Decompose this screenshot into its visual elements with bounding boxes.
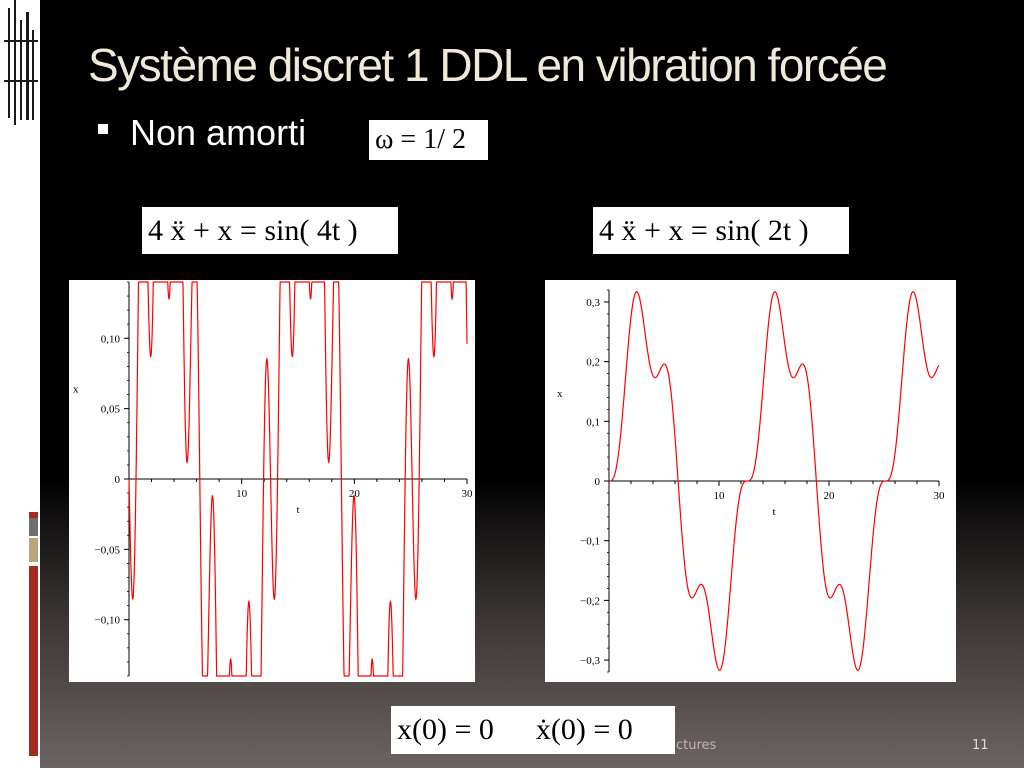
y-tick-label: −0,3: [580, 655, 600, 667]
y-tick-label: −0,05: [95, 544, 121, 556]
y-tick-label: −0,10: [95, 615, 121, 627]
initial-x: x(0) = 0: [397, 713, 494, 746]
x-tick-label: 10: [714, 490, 726, 502]
y-tick-label: 0,3: [586, 297, 600, 309]
omega-formula: ω = 1/ 2: [369, 120, 488, 160]
deco-bar-red: [29, 566, 38, 756]
bullet-square-icon: [98, 124, 108, 135]
x-tick-label: 30: [934, 490, 946, 502]
bullet-text: Non amorti: [130, 112, 307, 153]
y-tick-label: 0: [115, 474, 121, 486]
x-tick-label: 10: [236, 488, 248, 500]
initial-conditions: x(0) = 0 ẋ(0) = 0: [391, 706, 675, 754]
deco-bar-tan: [29, 538, 38, 562]
y-tick-label: 0: [595, 476, 601, 488]
y-tick-label: 0,10: [101, 333, 121, 345]
y-axis-label: x: [73, 383, 79, 395]
response-curve: [609, 291, 940, 671]
y-tick-label: 0,1: [586, 416, 600, 428]
deco-bar-gray: [29, 518, 38, 536]
y-axis-label: x: [557, 388, 563, 400]
plot-right-svg: −0,3 −0,2 −0,1 0 0,1 0,2 0,3 10 20 30 t x: [557, 289, 946, 673]
slide-title: Système discret 1 DDL en vibration forcé…: [88, 39, 888, 91]
plot-right: −0,3 −0,2 −0,1 0 0,1 0,2 0,3 10 20 30 t x: [545, 280, 956, 682]
equation-left: 4 ẍ + x = sin( 4t ): [142, 207, 398, 254]
footer-text: ctures: [676, 738, 717, 753]
y-tick-label: 0,2: [586, 357, 600, 369]
x-tick-label: 20: [349, 488, 361, 500]
equation-right: 4 ẍ + x = sin( 2t ): [593, 207, 849, 254]
x-tick-label: 20: [824, 490, 836, 502]
response-curve: [128, 281, 468, 677]
x-tick-label: 30: [462, 488, 474, 500]
initial-xdot: ẋ(0) = 0: [535, 713, 633, 746]
y-tick-label: −0,2: [580, 595, 600, 607]
page-number: 11: [972, 738, 989, 753]
x-axis-label: t: [296, 504, 299, 516]
y-tick-label: −0,1: [580, 536, 600, 548]
y-tick-label: 0,05: [101, 404, 121, 416]
plot-left-svg: −0,10 −0,05 0 0,05 0,10 10 20 30 t x: [73, 281, 474, 677]
decorative-frame-pattern: [4, 0, 38, 130]
bullet-non-amorti: Non amorti: [98, 112, 306, 154]
plot-left: −0,10 −0,05 0 0,05 0,10 10 20 30 t x: [69, 280, 475, 682]
x-axis-label: t: [772, 506, 775, 518]
